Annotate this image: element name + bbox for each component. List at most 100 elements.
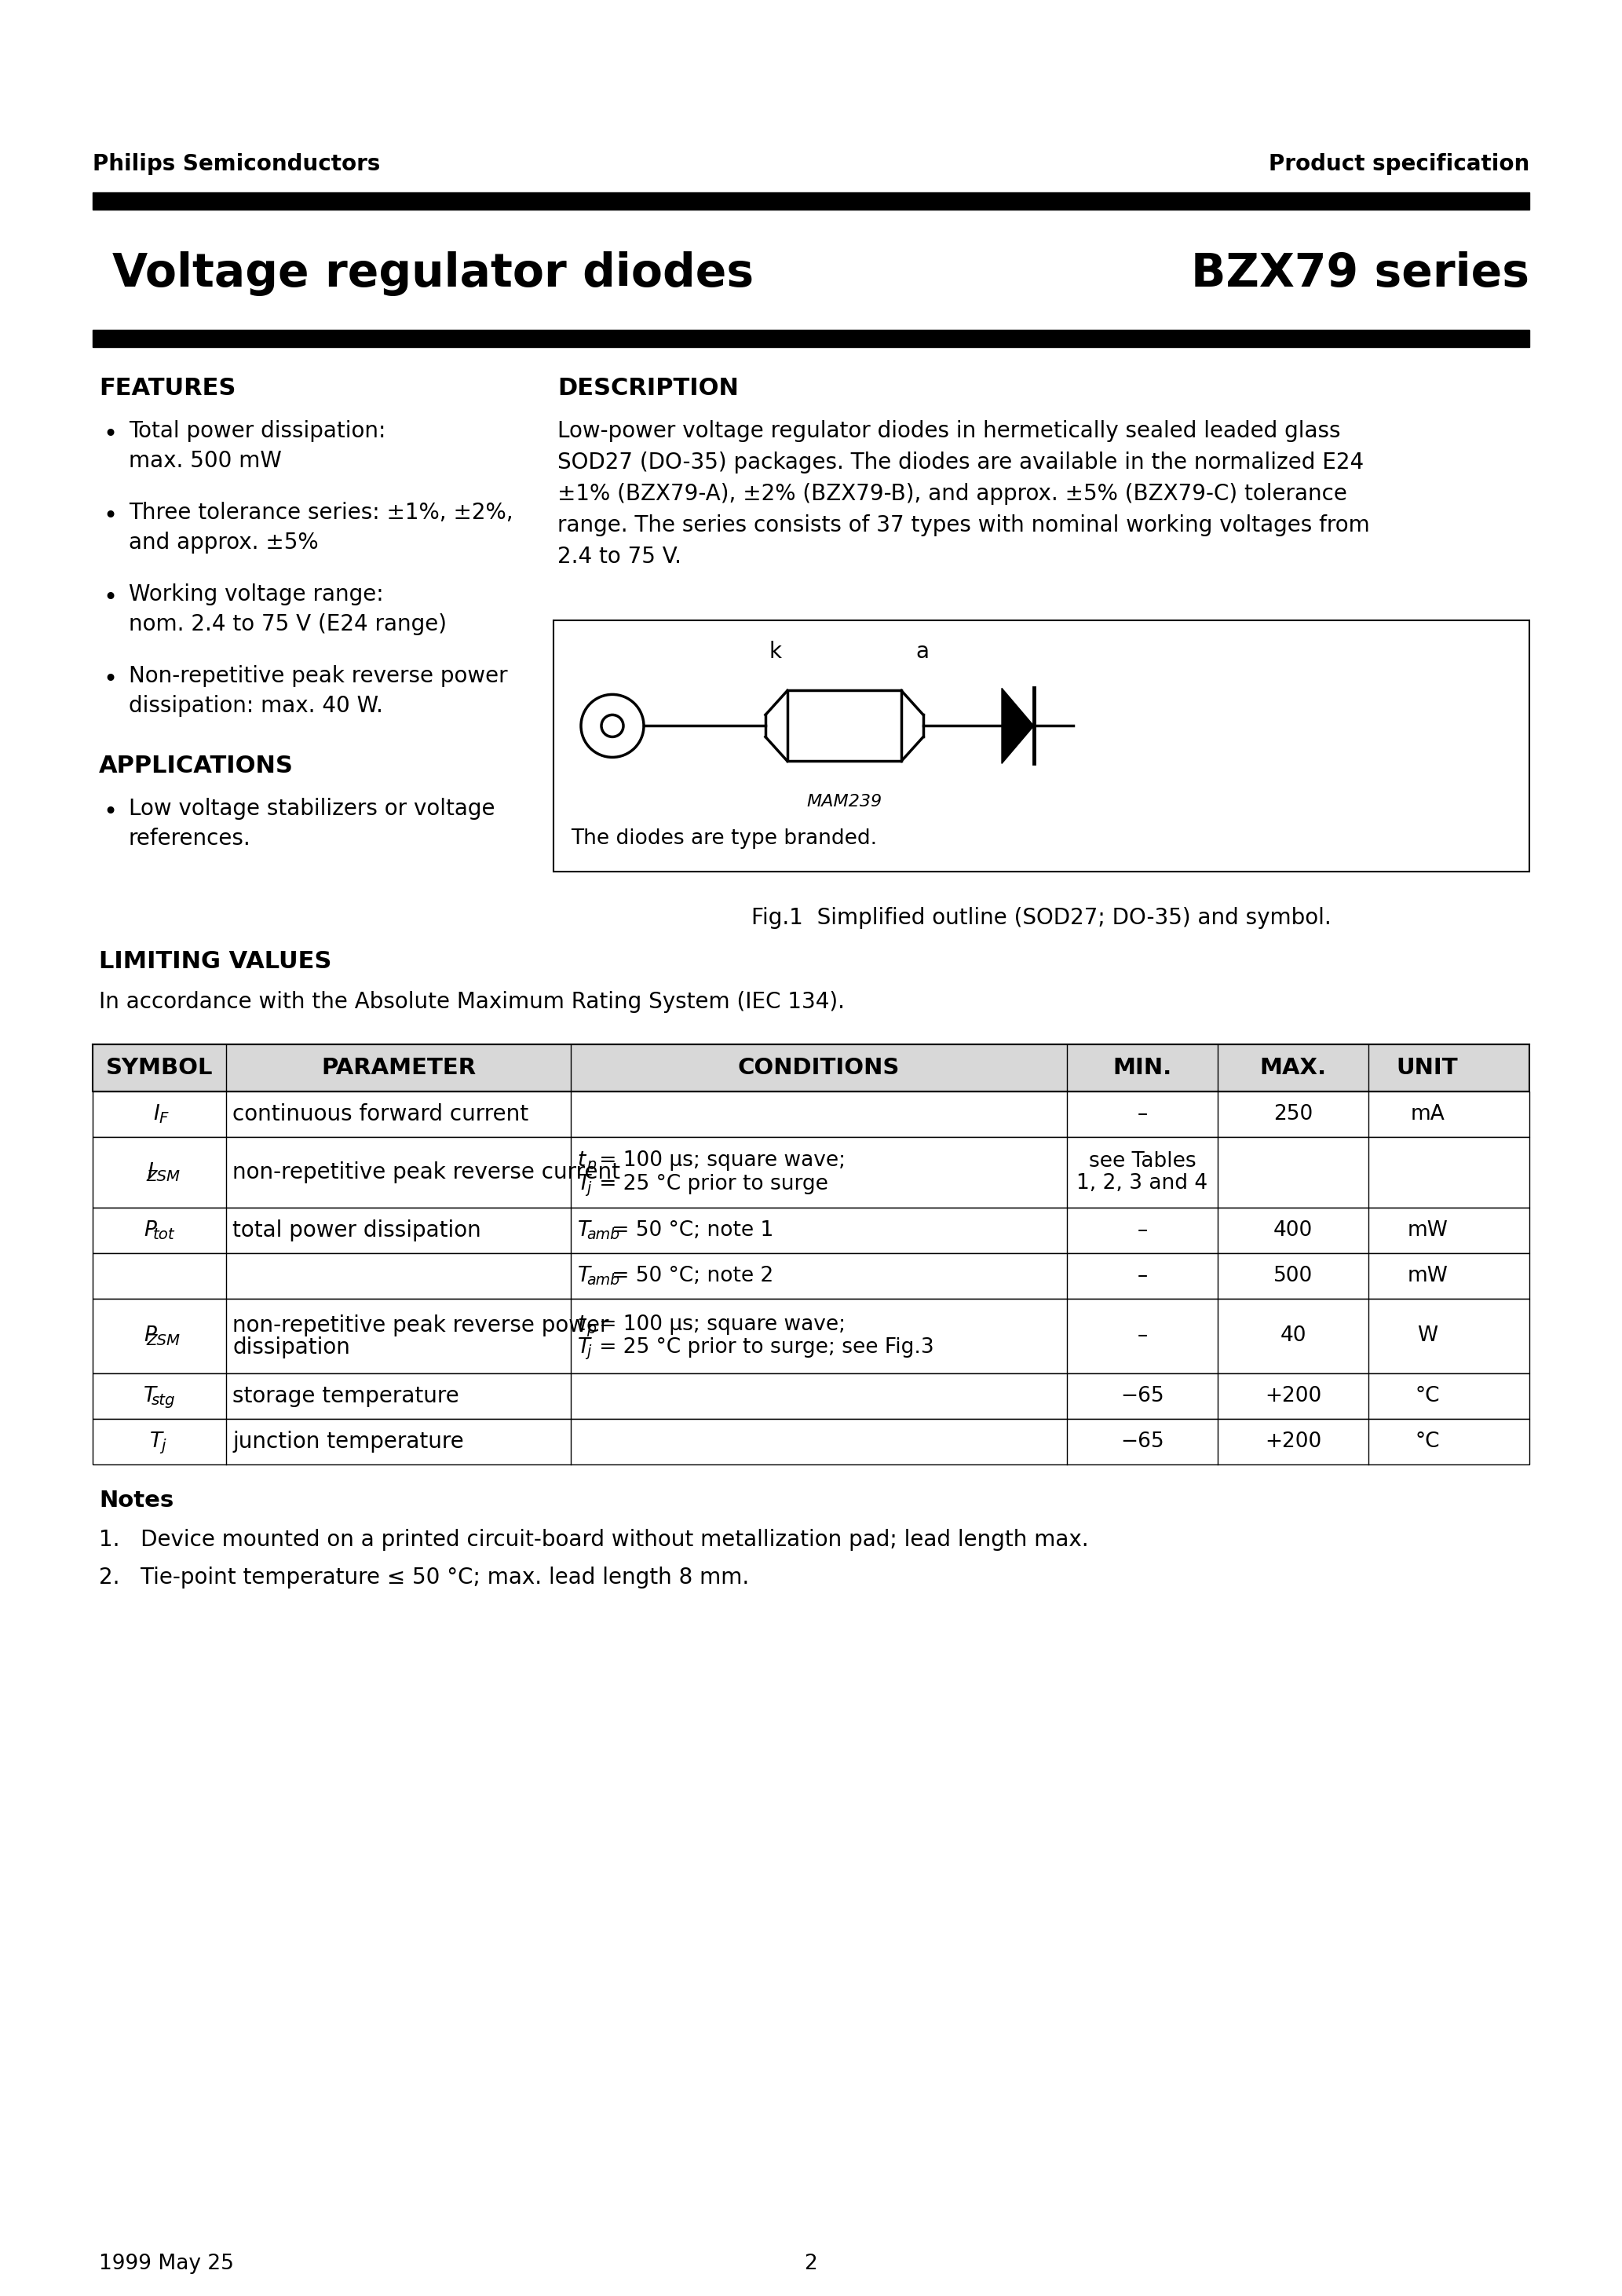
Text: = 50 °C; note 1: = 50 °C; note 1 [605,1219,774,1240]
Text: amb: amb [586,1228,620,1242]
Text: 500: 500 [1273,1265,1312,1286]
Bar [92,1091,1530,1137]
Text: 1.   Device mounted on a printed circuit-board without metallization pad; lead l: 1. Device mounted on a printed circuit-b… [99,1529,1088,1550]
Text: Product specification: Product specification [1268,154,1530,174]
Text: T: T [577,1265,590,1286]
Text: total power dissipation: total power dissipation [232,1219,482,1242]
Text: T: T [144,1387,157,1407]
Text: junction temperature: junction temperature [232,1430,464,1453]
Text: BZX79 series: BZX79 series [1191,250,1530,296]
Bar [92,1208,1530,1254]
Text: –: – [1137,1219,1147,1240]
Text: j: j [586,1180,590,1196]
Text: T: T [577,1336,590,1357]
Text: t: t [577,1313,586,1334]
Text: SYMBOL: SYMBOL [105,1056,212,1079]
Text: Voltage regulator diodes: Voltage regulator diodes [112,250,754,296]
Text: MIN.: MIN. [1113,1056,1171,1079]
Text: tot: tot [152,1228,175,1242]
Text: 1, 2, 3 and 4: 1, 2, 3 and 4 [1077,1173,1208,1194]
Text: nom. 2.4 to 75 V (E24 range): nom. 2.4 to 75 V (E24 range) [128,613,446,636]
Text: ±1% (BZX79-A), ±2% (BZX79-B), and approx. ±5% (BZX79-C) tolerance: ±1% (BZX79-A), ±2% (BZX79-B), and approx… [558,482,1348,505]
Text: continuous forward current: continuous forward current [232,1104,529,1125]
Text: CONDITIONS: CONDITIONS [738,1056,900,1079]
Text: a: a [915,641,929,664]
Text: Non-repetitive peak reverse power: Non-repetitive peak reverse power [128,666,508,687]
Text: = 100 μs; square wave;: = 100 μs; square wave; [592,1150,845,1171]
Text: references.: references. [128,827,251,850]
Text: −65: −65 [1121,1387,1165,1407]
Text: –: – [1137,1325,1147,1345]
Text: Fig.1  Simplified outline (SOD27; DO-35) and symbol.: Fig.1 Simplified outline (SOD27; DO-35) … [751,907,1332,930]
Text: FEATURES: FEATURES [99,377,235,400]
Text: °C: °C [1414,1430,1440,1451]
Text: non-repetitive peak reverse power: non-repetitive peak reverse power [232,1313,608,1336]
Text: j: j [162,1440,165,1453]
Text: W: W [1418,1325,1437,1345]
Bar [92,1045,1530,1091]
Text: UNIT: UNIT [1397,1056,1458,1079]
Text: MAM239: MAM239 [806,794,882,810]
Text: stg: stg [151,1394,175,1407]
Text: •: • [102,422,117,445]
Text: ZSM: ZSM [146,1334,180,1348]
Text: 400: 400 [1273,1219,1312,1240]
Bar [553,620,1530,872]
Text: p: p [586,1157,595,1173]
Text: Total power dissipation:: Total power dissipation: [128,420,386,443]
Text: 2.   Tie-point temperature ≤ 50 °C; max. lead length 8 mm.: 2. Tie-point temperature ≤ 50 °C; max. l… [99,1566,749,1589]
Text: 1999 May 25: 1999 May 25 [99,2255,234,2273]
Text: = 25 °C prior to surge: = 25 °C prior to surge [592,1173,829,1194]
Text: 250: 250 [1273,1104,1312,1125]
Text: = 50 °C; note 2: = 50 °C; note 2 [605,1265,774,1286]
Text: APPLICATIONS: APPLICATIONS [99,755,294,778]
Text: •: • [102,801,117,824]
Text: LIMITING VALUES: LIMITING VALUES [99,951,331,974]
Text: Three tolerance series: ±1%, ±2%,: Three tolerance series: ±1%, ±2%, [128,503,513,523]
Text: PARAMETER: PARAMETER [321,1056,475,1079]
Text: range. The series consists of 37 types with nominal working voltages from: range. The series consists of 37 types w… [558,514,1371,537]
Text: In accordance with the Absolute Maximum Rating System (IEC 134).: In accordance with the Absolute Maximum … [99,992,845,1013]
Text: max. 500 mW: max. 500 mW [128,450,282,473]
Text: Philips Semiconductors: Philips Semiconductors [92,154,380,174]
Text: non-repetitive peak reverse current: non-repetitive peak reverse current [232,1162,620,1182]
Text: Low voltage stabilizers or voltage: Low voltage stabilizers or voltage [128,797,495,820]
Text: mW: mW [1406,1265,1448,1286]
Text: –: – [1137,1265,1147,1286]
Text: +200: +200 [1265,1387,1322,1407]
Text: F: F [159,1111,169,1125]
Text: •: • [102,585,117,608]
Bar [92,1373,1530,1419]
Text: j: j [586,1345,590,1359]
Text: ZSM: ZSM [146,1169,180,1185]
Text: DESCRIPTION: DESCRIPTION [558,377,738,400]
Text: +200: +200 [1265,1430,1322,1451]
Text: and approx. ±5%: and approx. ±5% [128,533,318,553]
Text: P: P [144,1219,156,1240]
Text: amb: amb [586,1272,620,1288]
Text: dissipation: max. 40 W.: dissipation: max. 40 W. [128,696,383,716]
Text: p: p [586,1322,595,1336]
Text: T: T [577,1173,590,1194]
Text: dissipation: dissipation [232,1336,350,1357]
Text: k: k [769,641,782,664]
Polygon shape [1002,689,1033,765]
Text: MAX.: MAX. [1260,1056,1327,1079]
Text: •: • [102,668,117,691]
Bar [92,1419,1530,1465]
Text: −65: −65 [1121,1430,1165,1451]
Text: T: T [151,1430,162,1451]
Text: –: – [1137,1104,1147,1125]
Text: SOD27 (DO-35) packages. The diodes are available in the normalized E24: SOD27 (DO-35) packages. The diodes are a… [558,452,1364,473]
Text: Notes: Notes [99,1490,174,1511]
Bar [92,193,1530,209]
Text: storage temperature: storage temperature [232,1384,459,1407]
Bar [787,691,902,762]
Text: I: I [154,1104,159,1125]
Text: mA: mA [1410,1104,1445,1125]
Text: I: I [148,1162,152,1182]
Text: see Tables: see Tables [1088,1150,1195,1171]
Text: = 100 μs; square wave;: = 100 μs; square wave; [592,1313,845,1334]
Bar [92,1137,1530,1208]
Text: 2: 2 [805,2255,817,2273]
